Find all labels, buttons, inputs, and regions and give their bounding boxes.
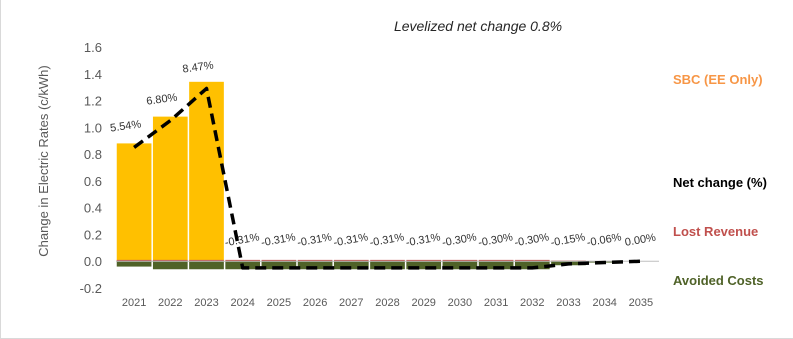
y-tick-label: 1.0	[84, 120, 102, 135]
bar-lost-revenue	[189, 259, 224, 262]
legend-item: SBC (EE Only)	[673, 72, 763, 87]
x-tick-label: 2022	[158, 297, 182, 309]
y-tick-label: 0.8	[84, 147, 102, 162]
bar-lost-revenue	[478, 259, 514, 262]
bar-avoided-costs	[261, 261, 297, 270]
net-change-label: 8.47%	[182, 59, 215, 75]
net-change-label: 6.80%	[146, 92, 179, 108]
y-tick-label: -0.2	[80, 281, 102, 296]
y-tick-label: 0.2	[84, 227, 102, 242]
net-change-label: -0.30%	[477, 231, 514, 249]
bar-lost-revenue	[297, 259, 333, 262]
legend-item: Lost Revenue	[673, 224, 758, 239]
x-tick-label: 2035	[629, 297, 653, 309]
net-change-label: -0.31%	[224, 231, 261, 249]
net-change-label: 0.00%	[624, 232, 657, 249]
bar-avoided-costs	[370, 261, 405, 270]
bar-avoided-costs	[189, 261, 224, 270]
x-axis: 2021 2022 2023 2024 2025 2026 2027 2028 2029 2030…	[122, 297, 653, 309]
y-tick-label: 1.4	[84, 67, 102, 82]
bar-avoided-costs	[478, 261, 514, 270]
net-change-labels: 5.54%6.80%8.47%-0.31% -0.31% -0.31% -0.31% -…	[109, 59, 657, 249]
y-tick-label: 0.0	[84, 254, 102, 269]
y-axis-title: Change in Electric Rates (c/kWh)	[36, 65, 51, 256]
net-change-label: -0.31%	[405, 231, 442, 249]
net-change-label: -0.30%	[441, 231, 478, 249]
net-change-polyline	[133, 86, 641, 270]
x-tick-label: 2021	[122, 297, 146, 309]
bar-avoided-costs	[116, 261, 152, 267]
x-tick-label: 2024	[230, 297, 254, 309]
x-tick-label: 2029	[411, 297, 435, 309]
x-tick-label: 2033	[556, 297, 580, 309]
y-axis: 1.6 1.4 1.2 1.0 0.8 0.6 0.4 0.2 0.0 -0.2	[80, 40, 102, 296]
bar-lost-revenue	[442, 259, 478, 262]
bar-lost-revenue	[225, 259, 261, 262]
net-change-label: -0.31%	[296, 231, 333, 249]
bar-sbc-ee-only	[116, 143, 152, 262]
bar-avoided-costs	[406, 261, 442, 270]
chart-title: Levelized net change 0.8%	[394, 18, 562, 34]
bars	[116, 81, 623, 270]
x-tick-label: 2030	[448, 297, 472, 309]
bar-avoided-costs	[514, 261, 550, 270]
x-tick-label: 2026	[303, 297, 327, 309]
x-tick-label: 2032	[520, 297, 544, 309]
net-change-label: 5.54%	[109, 118, 142, 134]
net-change-line	[133, 86, 641, 270]
legend-item: Avoided Costs	[673, 273, 764, 288]
net-change-label: -0.30%	[514, 231, 551, 249]
bar-lost-revenue	[261, 259, 297, 262]
bar-sbc-ee-only	[189, 81, 224, 262]
net-change-label: -0.31%	[260, 231, 297, 249]
x-tick-label: 2025	[267, 297, 291, 309]
net-change-label: -0.06%	[586, 231, 623, 249]
x-tick-label: 2031	[484, 297, 508, 309]
bar-avoided-costs	[442, 261, 478, 270]
bar-lost-revenue	[370, 259, 405, 262]
y-tick-label: 1.2	[84, 94, 102, 109]
bar-avoided-costs	[297, 261, 333, 270]
net-change-label: -0.31%	[333, 231, 370, 249]
legend-item: Net change (%)	[673, 175, 767, 190]
bar-avoided-costs	[333, 261, 369, 270]
y-tick-label: 0.4	[84, 201, 102, 216]
y-tick-label: 0.6	[84, 174, 102, 189]
net-change-label: -0.31%	[369, 231, 406, 249]
bar-sbc-ee-only	[152, 116, 188, 262]
bar-lost-revenue	[116, 259, 152, 262]
bar-lost-revenue	[152, 259, 188, 262]
bar-lost-revenue	[333, 259, 369, 262]
x-tick-label: 2028	[375, 297, 399, 309]
bar-lost-revenue	[514, 259, 550, 262]
bar-lost-revenue	[406, 259, 442, 262]
y-tick-label: 1.6	[84, 40, 102, 55]
x-tick-label: 2034	[592, 297, 616, 309]
net-change-label: -0.15%	[550, 231, 587, 249]
legend: SBC (EE Only) Net change (%) Lost Revenue A…	[673, 72, 767, 288]
x-tick-label: 2027	[339, 297, 363, 309]
bar-avoided-costs	[152, 261, 188, 270]
x-tick-label: 2023	[194, 297, 218, 309]
